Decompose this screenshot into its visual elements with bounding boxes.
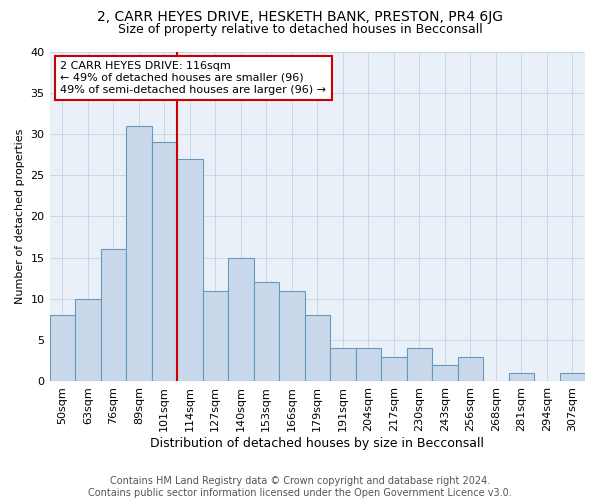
Bar xyxy=(458,356,483,382)
Text: 2, CARR HEYES DRIVE, HESKETH BANK, PRESTON, PR4 6JG: 2, CARR HEYES DRIVE, HESKETH BANK, PREST… xyxy=(97,10,503,24)
Bar xyxy=(75,299,101,382)
Bar xyxy=(254,282,279,382)
Bar xyxy=(152,142,177,382)
Text: 2 CARR HEYES DRIVE: 116sqm
← 49% of detached houses are smaller (96)
49% of semi: 2 CARR HEYES DRIVE: 116sqm ← 49% of deta… xyxy=(60,62,326,94)
Bar xyxy=(177,158,203,382)
Bar xyxy=(381,356,407,382)
Bar xyxy=(432,365,458,382)
Bar xyxy=(509,373,534,382)
Text: Size of property relative to detached houses in Becconsall: Size of property relative to detached ho… xyxy=(118,22,482,36)
Bar xyxy=(126,126,152,382)
Bar xyxy=(203,290,228,382)
Bar xyxy=(228,258,254,382)
Text: Contains HM Land Registry data © Crown copyright and database right 2024.
Contai: Contains HM Land Registry data © Crown c… xyxy=(88,476,512,498)
Bar xyxy=(560,373,585,382)
Bar xyxy=(330,348,356,382)
Bar xyxy=(101,250,126,382)
Y-axis label: Number of detached properties: Number of detached properties xyxy=(15,129,25,304)
Bar xyxy=(407,348,432,382)
Bar xyxy=(356,348,381,382)
Bar xyxy=(279,290,305,382)
X-axis label: Distribution of detached houses by size in Becconsall: Distribution of detached houses by size … xyxy=(150,437,484,450)
Bar xyxy=(305,316,330,382)
Bar xyxy=(50,316,75,382)
